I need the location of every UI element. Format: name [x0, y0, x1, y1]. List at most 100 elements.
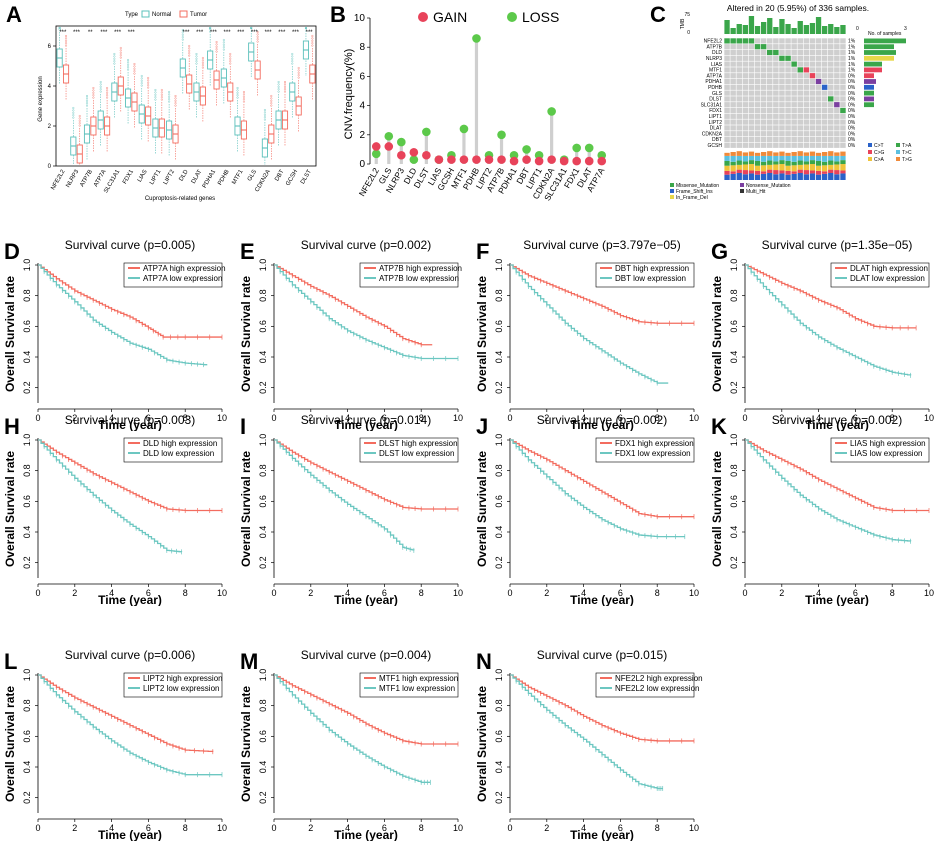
legend-label: ATP7A low expression	[143, 274, 222, 283]
outlier	[127, 66, 130, 69]
x-axis-label: Cuproptosis-related genes	[145, 196, 215, 202]
oncoprint-cell	[730, 61, 736, 67]
x-tick-label: 4	[345, 823, 350, 833]
oncoprint-cell	[791, 67, 797, 73]
tmb-bar	[748, 16, 755, 34]
titv-segment	[840, 170, 846, 174]
oncoprint-cell	[748, 136, 755, 143]
oncoprint-cell	[828, 67, 834, 73]
oncoprint-cell	[730, 78, 736, 85]
legend-label: MTF1 low expression	[379, 684, 455, 693]
oncoprint-cell	[809, 67, 816, 73]
x-tick-label: 6	[146, 823, 151, 833]
oncoprint-cell	[815, 67, 822, 73]
oncoprint-cell	[785, 78, 791, 85]
titv-segment	[834, 164, 840, 171]
titv-segment	[822, 161, 828, 166]
outlier	[250, 27, 253, 30]
titv-segment	[797, 151, 803, 156]
titv-segment	[730, 165, 736, 172]
survival-panel-J: Survival curve (p=0.002) 0.2 0.4 0.6 0.8 1.0 0…	[475, 413, 699, 606]
outlier	[160, 91, 163, 94]
titv-segment	[815, 155, 822, 161]
box-normal-DLST	[302, 27, 310, 76]
x-tick-label: 10	[453, 413, 463, 423]
titv-segment	[761, 155, 767, 162]
oncoprint-cell	[803, 142, 810, 148]
oncoprint-cell	[821, 131, 828, 137]
oncoprint-cell	[803, 119, 810, 125]
outlier	[92, 91, 95, 94]
oncoprint-cell	[785, 102, 791, 108]
survival-panel-M: Survival curve (p=0.004) 0.2 0.4 0.6 0.8 1.0 0…	[239, 648, 463, 841]
titv-segment	[785, 152, 791, 156]
box-tumor-DLD	[186, 45, 193, 110]
oncoprint-cell	[797, 61, 803, 67]
oncoprint-cell	[834, 73, 840, 79]
oncoprint-cell	[760, 119, 767, 125]
legend-label: NFE2L2 high expression	[615, 674, 703, 683]
box-tumor-CDKN2A	[268, 94, 275, 160]
gene-pct: 0%	[848, 120, 856, 126]
gain-point-PDHB	[472, 155, 481, 164]
legend-label: DLAT low expression	[850, 274, 925, 283]
oncoprint-cell	[736, 55, 742, 61]
tmb-bar	[791, 28, 797, 34]
titv-segment	[767, 173, 773, 180]
significance-mark: ***	[251, 30, 259, 36]
oncoprint-cell	[779, 67, 785, 73]
y-tick-label: 0.6	[258, 730, 268, 743]
oncoprint-cell	[815, 49, 822, 56]
survival-panel-E: Survival curve (p=0.002) 0.2 0.4 0.6 0.8 1.0 0…	[239, 238, 463, 431]
y-tick-label: 0.8	[22, 699, 32, 712]
y-axis-label: Overall Survival rate	[239, 451, 253, 567]
oncoprint-cell	[760, 49, 767, 56]
oncoprint-cell	[809, 73, 816, 79]
oncoprint-cell	[736, 119, 742, 125]
oncoprint-cell	[815, 38, 822, 44]
outlier	[140, 77, 143, 80]
outlier	[133, 63, 136, 66]
outlier	[119, 56, 122, 59]
x-tick-label: 2	[779, 588, 784, 598]
box-tumor-SLC31A1	[117, 47, 124, 112]
oncoprint-cell	[791, 78, 797, 85]
titv-segment	[803, 170, 809, 175]
oncoprint-cell	[779, 78, 785, 85]
y-tick-label: 0.8	[494, 464, 504, 477]
oncoprint-cell	[724, 49, 730, 56]
oncoprint-cell	[754, 44, 761, 50]
oncoprint-cell	[748, 142, 755, 148]
survival-curve-high	[274, 264, 433, 346]
significance-mark: ***	[73, 30, 81, 36]
oncoprint-cell	[760, 136, 767, 143]
oncoprint-cell	[797, 55, 803, 61]
significance-mark: ***	[210, 30, 218, 36]
oncoprint-cell	[773, 67, 779, 73]
legend-gain-dot	[418, 12, 428, 22]
mutation-legend-label: Frame_Shift_Ins	[676, 189, 713, 195]
oncoprint-cell	[730, 90, 736, 96]
oncoprint-cell	[742, 84, 749, 90]
oncoprint-cell	[724, 38, 730, 44]
oncoprint-cell	[742, 136, 749, 143]
oncoprint-cell	[791, 113, 797, 119]
oncoprint-cell	[779, 84, 785, 90]
outlier	[242, 95, 245, 98]
oncoprint-cell	[754, 102, 761, 108]
oncoprint-cell	[760, 55, 767, 61]
titv-segment	[822, 155, 828, 162]
oncoprint-cell	[809, 90, 816, 96]
titv-legend-swatch	[868, 150, 872, 154]
oncoprint-cell	[828, 55, 834, 61]
oncoprint-cell	[767, 131, 773, 137]
oncoprint-cell	[834, 102, 840, 108]
loss-point-MTF1	[459, 124, 469, 134]
oncoprint-cell	[779, 131, 785, 137]
oncoprint-cell	[754, 131, 761, 137]
panel-letter-A: A	[6, 2, 22, 27]
oncoprint-cell	[797, 113, 803, 119]
titv-segment	[754, 160, 761, 166]
plot-title: Survival curve (p=0.014)	[301, 413, 431, 427]
oncoprint-cell	[840, 67, 846, 73]
